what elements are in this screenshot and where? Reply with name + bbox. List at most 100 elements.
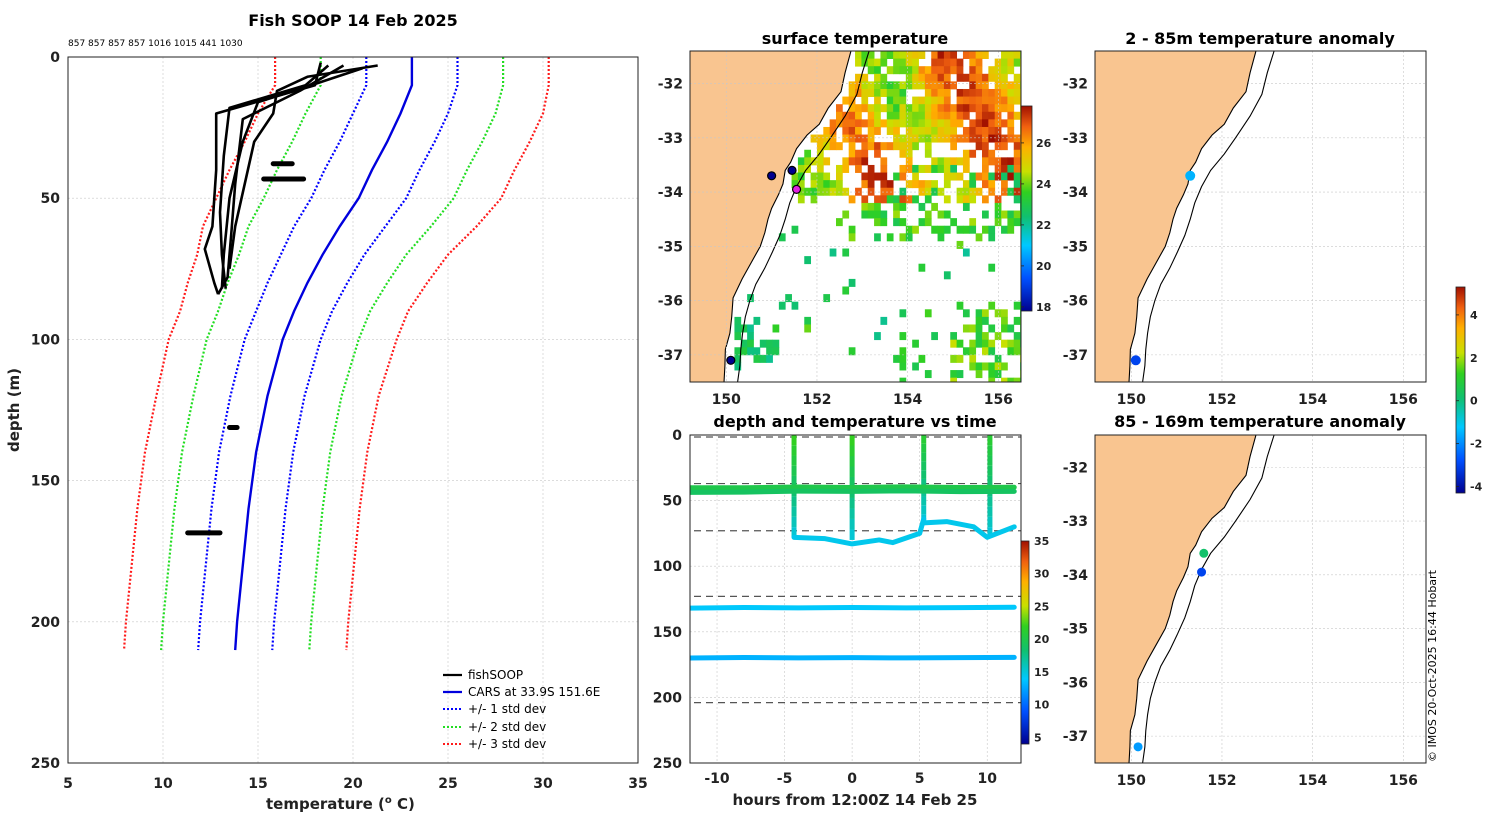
sst-cell	[842, 187, 850, 196]
sst-cell	[734, 347, 742, 356]
sst-cell	[867, 119, 875, 128]
sst-cell	[1013, 332, 1021, 341]
sst-cell	[855, 104, 862, 113]
map-xtick-label: 150	[1117, 392, 1146, 408]
sst-cell	[1001, 180, 1008, 189]
sst-cell	[982, 316, 989, 325]
sst-cell	[905, 225, 913, 234]
soop-profile-line	[216, 64, 345, 295]
sst-cell	[975, 96, 983, 105]
profile-xtick-label: 25	[438, 776, 457, 792]
sst-cell	[950, 172, 958, 181]
sst-cell	[969, 225, 977, 234]
sst-cell	[975, 142, 983, 151]
sst-cell	[842, 210, 850, 219]
sst-cell	[1013, 51, 1021, 59]
sst-cell	[962, 164, 970, 173]
sst-cell	[969, 218, 977, 227]
sst-cell	[988, 370, 996, 379]
sst-cell	[874, 111, 881, 120]
sst-cell	[880, 195, 888, 204]
sst-cell	[937, 119, 945, 128]
sst-cell	[886, 180, 894, 189]
sst-cell	[982, 332, 989, 341]
sst-cell	[912, 225, 919, 234]
sst-cell	[1001, 81, 1008, 90]
sst-cell	[931, 225, 938, 234]
sst-cell	[931, 73, 938, 82]
sst-cell	[924, 134, 932, 143]
sst-cell	[969, 149, 977, 158]
sst-cell	[975, 58, 983, 67]
sst-cell	[918, 263, 926, 272]
sst-cell	[874, 149, 881, 158]
sst-cell	[899, 164, 907, 173]
sst-colorbar-label: 18	[1036, 301, 1051, 314]
sst-cell	[797, 164, 805, 173]
sst-cell	[912, 172, 919, 181]
sst-colorbar	[1020, 105, 1033, 312]
sst-cell	[816, 142, 824, 151]
sst-cell	[937, 233, 945, 242]
sst-cell	[867, 81, 875, 90]
sst-cell	[950, 119, 958, 128]
sst-cell	[1013, 339, 1021, 348]
sst-cell	[816, 149, 824, 158]
sst-cell	[943, 180, 951, 189]
sst-cell	[937, 104, 945, 113]
sst-cell	[962, 225, 970, 234]
coastline	[1128, 435, 1257, 763]
anomaly-colorbar-label: -4	[1470, 481, 1483, 494]
sst-cell	[931, 187, 938, 196]
sst-cell	[905, 58, 913, 67]
sst-cell	[918, 51, 926, 59]
sst-cell	[931, 96, 938, 105]
sst-cell	[804, 149, 812, 158]
sst-cell	[943, 104, 951, 113]
sst-ticks: 150 152 154 156 -32 -33 -34 -35 -36 -37	[658, 77, 1013, 408]
profile-ytick-label: 150	[31, 474, 60, 490]
sst-cell	[1007, 157, 1015, 166]
sst-cell	[855, 134, 862, 143]
sst-cell	[772, 339, 780, 348]
sst-cell	[931, 202, 938, 211]
depth-time-colorbar	[1020, 540, 1030, 745]
sst-cell	[912, 164, 919, 173]
drop-ids: 857 857 857 857 1016 1015 441 1030	[68, 39, 243, 49]
sst-cell	[829, 248, 837, 257]
sst-cell	[848, 157, 856, 166]
sst-cell	[918, 66, 926, 75]
sst-cell	[905, 66, 913, 75]
sst-cell	[823, 134, 831, 143]
sst-cell	[982, 347, 989, 356]
sst-cell	[747, 332, 754, 341]
sst-cell	[975, 51, 983, 59]
sst-cell	[950, 104, 958, 113]
sst-cell	[836, 172, 843, 181]
anomaly-colorbar	[1455, 286, 1466, 494]
sst-cell	[1001, 157, 1008, 166]
sst-cell	[829, 180, 837, 189]
sst-cell	[918, 180, 926, 189]
sst-cell	[734, 362, 742, 371]
sst-cell	[855, 88, 862, 97]
sst-cell	[747, 324, 754, 333]
sst-cell	[1001, 104, 1008, 113]
sst-cell	[816, 180, 824, 189]
sst-cell	[982, 210, 989, 219]
sst-cell	[924, 149, 932, 158]
dt-colorbar-label: 10	[1034, 699, 1050, 712]
sst-cell	[753, 354, 761, 363]
sst-cell	[899, 58, 907, 67]
sst-cell	[931, 51, 938, 59]
sst-cell	[982, 81, 989, 90]
sst-cell	[867, 104, 875, 113]
map-ytick-label: -37	[1063, 729, 1088, 745]
sst-cell	[950, 134, 958, 143]
sst-cell	[924, 370, 932, 379]
sst-cell	[1013, 377, 1021, 382]
sst-cell	[937, 225, 945, 234]
sst-cell	[874, 233, 881, 242]
sst-cell	[912, 362, 919, 371]
sst-cell	[905, 142, 913, 151]
